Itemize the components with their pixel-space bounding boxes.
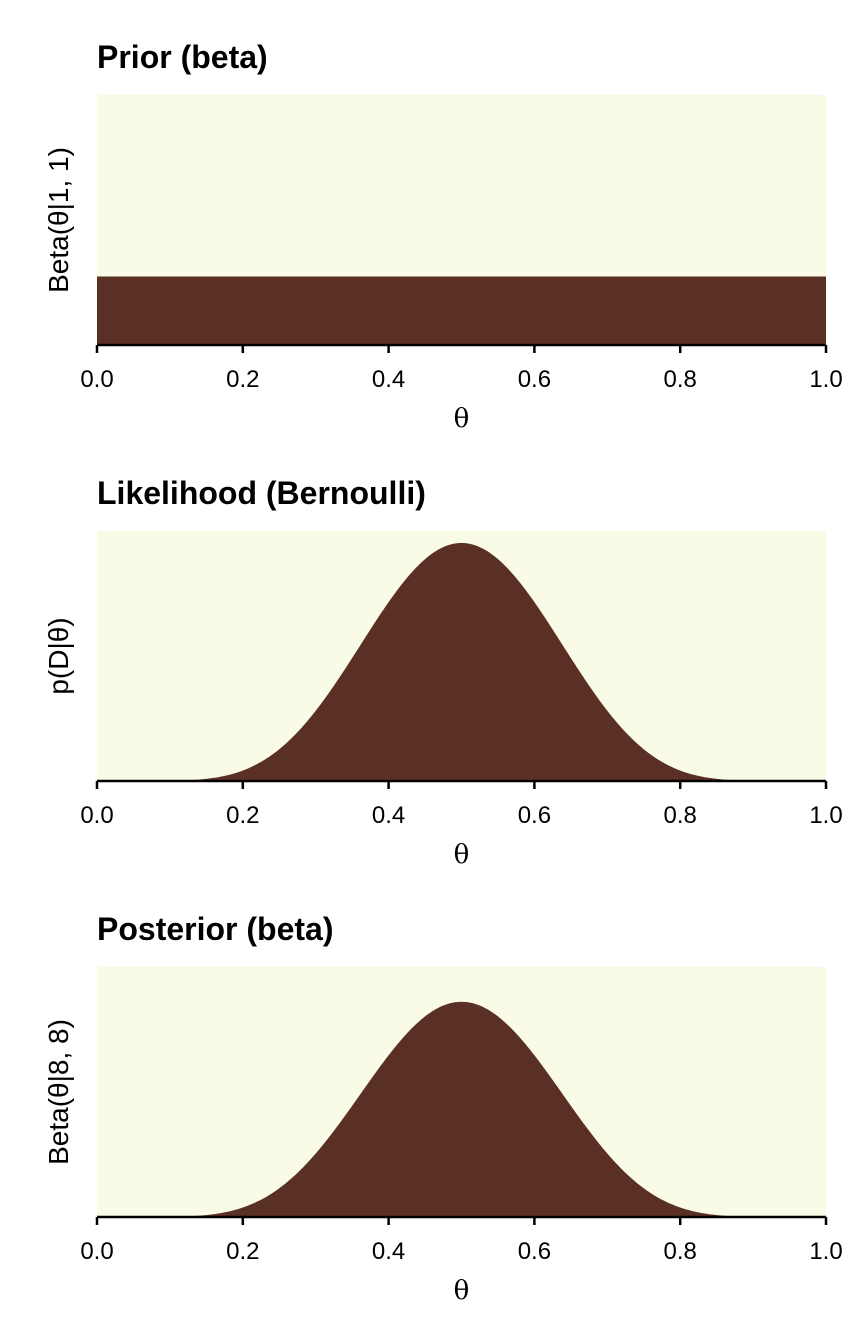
x-tick-label: 0.6	[518, 802, 551, 829]
x-axis-label: θ	[454, 404, 470, 434]
x-tick-label: 0.8	[664, 1238, 697, 1265]
x-tick-label: 0.4	[372, 1238, 405, 1265]
x-tick-label: 0.6	[518, 1238, 551, 1265]
panel-title: Prior (beta)	[97, 39, 268, 75]
density-area	[97, 276, 826, 345]
x-tick-label: 1.0	[809, 802, 842, 829]
x-tick-label: 0.6	[518, 366, 551, 393]
x-tick-label: 0.0	[80, 1238, 113, 1265]
panel-1: Prior (beta) 0.0 0.2 0.4 0.6 0.8 1.0 θ Beta(θ|1,…	[43, 39, 843, 434]
x-tick-label: 0.8	[664, 366, 697, 393]
x-tick-label: 0.2	[226, 802, 259, 829]
panel-2: Likelihood (Bernoulli) 0.0 0.2 0.4 0.6 0.8 1.0…	[43, 475, 843, 870]
x-tick-label: 0.0	[80, 366, 113, 393]
x-tick-label: 1.0	[809, 1238, 842, 1265]
y-axis-label: p(D|θ)	[43, 617, 74, 694]
y-axis-label: Beta(θ|1, 1)	[43, 147, 74, 293]
x-tick-label: 0.8	[664, 802, 697, 829]
x-tick-label: 0.2	[226, 1238, 259, 1265]
x-tick-label: 0.2	[226, 366, 259, 393]
y-axis-label: Beta(θ|8, 8)	[43, 1019, 74, 1165]
panel-title: Posterior (beta)	[97, 911, 333, 947]
density-area	[97, 1001, 826, 1217]
density-area	[97, 542, 826, 781]
x-axis-label: θ	[454, 1276, 470, 1306]
panel-title: Likelihood (Bernoulli)	[97, 475, 426, 511]
x-tick-label: 0.4	[372, 802, 405, 829]
x-axis-label: θ	[454, 840, 470, 870]
panel-3: Posterior (beta) 0.0 0.2 0.4 0.6 0.8 1.0 θ Beta(…	[43, 911, 843, 1306]
x-tick-label: 0.4	[372, 366, 405, 393]
x-tick-label: 0.0	[80, 802, 113, 829]
x-tick-label: 1.0	[809, 366, 842, 393]
